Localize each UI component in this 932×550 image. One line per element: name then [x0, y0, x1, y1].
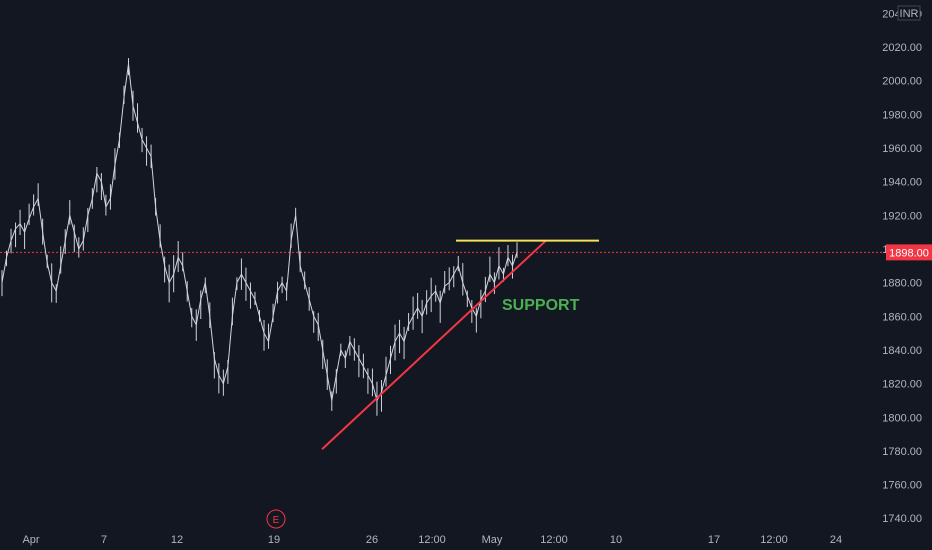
price-axis-label: 1880.00 — [882, 278, 922, 290]
time-axis-label: 10 — [610, 534, 622, 546]
currency-badge — [897, 5, 921, 21]
price-axis-label: 1840.00 — [882, 345, 922, 357]
time-axis-label: 26 — [366, 534, 378, 546]
price-axis-label: 1940.00 — [882, 177, 922, 189]
price-axis-label: 1980.00 — [882, 109, 922, 121]
support-trendline[interactable] — [321, 239, 547, 450]
price-axis-label: 1820.00 — [882, 379, 922, 391]
currency-label: INR — [900, 8, 919, 20]
earnings-marker-circle — [266, 509, 286, 529]
price-axis-label: 1800.00 — [882, 412, 922, 424]
time-axis-label: 17 — [708, 534, 720, 546]
support-annotation[interactable]: SUPPORT — [502, 297, 580, 314]
price-polyline — [1, 63, 518, 402]
time-axis-label: 19 — [268, 534, 280, 546]
earnings-marker-label: E — [273, 515, 280, 526]
price-axis-label: 1760.00 — [882, 480, 922, 492]
price-axis-label: 1960.00 — [882, 143, 922, 155]
time-axis-label: Apr — [22, 534, 39, 546]
price-tag-label: 1898.00 — [889, 247, 929, 259]
price-axis-label: 1860.00 — [882, 311, 922, 323]
price-axis-label: 2000.00 — [882, 76, 922, 88]
price-axis-label: 1920.00 — [882, 210, 922, 222]
current-price-tag: 1898.00 — [886, 244, 932, 261]
earnings-marker[interactable]: E — [266, 509, 286, 529]
time-axis-label: 12 — [171, 534, 183, 546]
time-axis-label: May — [482, 534, 503, 546]
price-axis[interactable]: 2040.002020.002000.001980.001960.001940.… — [882, 8, 922, 525]
time-axis-label: 12:00 — [540, 534, 568, 546]
time-axis-label: 7 — [101, 534, 107, 546]
price-axis-label: 1740.00 — [882, 513, 922, 525]
time-axis-label: 12:00 — [760, 534, 788, 546]
price-axis-label: 1780.00 — [882, 446, 922, 458]
time-axis[interactable]: Apr 7 12 19 26 12:00 May 12:00 10 17 12:00 24 — [22, 534, 842, 546]
time-axis-label: 12:00 — [418, 534, 446, 546]
price-series — [1, 58, 518, 416]
price-axis-label: 2020.00 — [882, 42, 922, 54]
time-axis-label: 24 — [830, 534, 842, 546]
price-tag-bg — [886, 244, 932, 261]
